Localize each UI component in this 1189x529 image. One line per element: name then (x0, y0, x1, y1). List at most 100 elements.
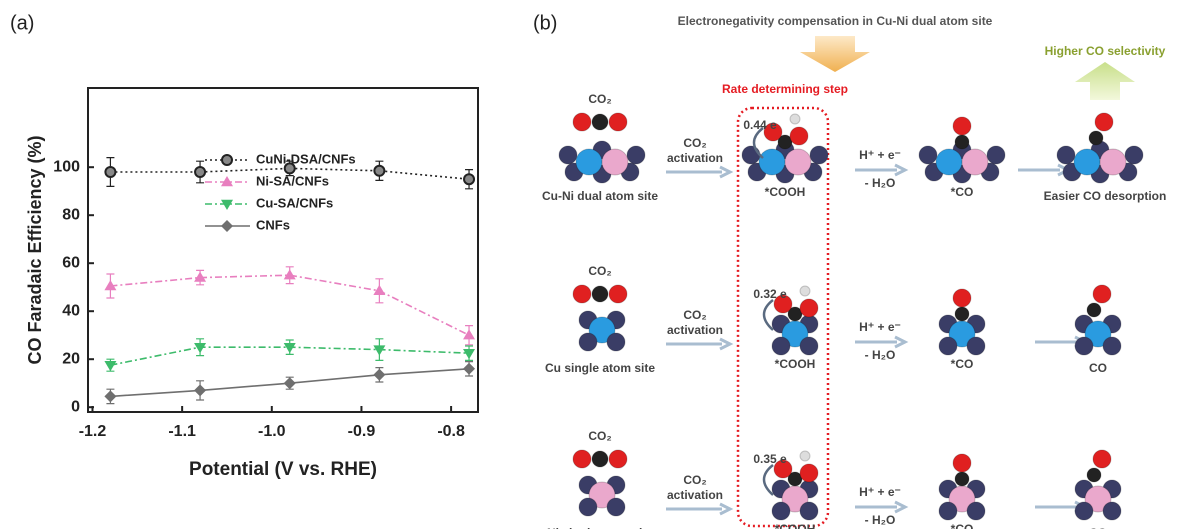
marker (194, 343, 206, 353)
atom (939, 502, 957, 520)
legend-label: Ni-SA/CNFs (256, 173, 329, 188)
site-label: Cu-Ni dual atom site (542, 189, 658, 203)
atom (592, 286, 608, 302)
diagram-header: Electronegativity compensation in Cu-Ni … (678, 14, 993, 28)
marker (463, 329, 475, 339)
rds-label: Rate determining step (722, 82, 848, 96)
atom (1057, 146, 1075, 164)
marker (463, 363, 475, 375)
plot-frame (88, 88, 478, 412)
legend-label: CNFs (256, 217, 290, 232)
atom (1093, 285, 1111, 303)
atom (1087, 468, 1101, 482)
atom (790, 127, 808, 145)
panel-label: (a) (10, 12, 34, 34)
atom (955, 135, 969, 149)
atom (1125, 146, 1143, 164)
atom (939, 337, 957, 355)
atom (936, 149, 962, 175)
flow-arrow (855, 502, 905, 512)
activation-label: activation (667, 151, 723, 165)
up-arrow (1075, 62, 1135, 100)
adsorbed-label: *CO (951, 185, 974, 199)
atom (573, 450, 591, 468)
atom (1075, 502, 1093, 520)
step-label: H⁺ + e⁻ (859, 485, 901, 499)
atom (953, 117, 971, 135)
step-label: H⁺ + e⁻ (859, 148, 901, 162)
atom (592, 114, 608, 130)
atom (592, 451, 608, 467)
activation-label: activation (667, 488, 723, 502)
atom (1103, 502, 1121, 520)
y-tick-label: 20 (62, 350, 80, 367)
marker (195, 167, 205, 177)
x-tick-label: -1.1 (168, 423, 196, 440)
atom (955, 307, 969, 321)
intermediate-label: *COOH (775, 522, 816, 529)
atom (609, 285, 627, 303)
selectivity-label: Higher CO selectivity (1045, 44, 1166, 58)
atom (1103, 337, 1121, 355)
marker (221, 220, 233, 232)
marker (284, 377, 296, 389)
atom (800, 502, 818, 520)
atom (573, 113, 591, 131)
atom (955, 472, 969, 486)
atom (1087, 303, 1101, 317)
marker (374, 166, 384, 176)
x-tick-label: -0.9 (348, 423, 376, 440)
atom (1095, 113, 1113, 131)
marker (104, 361, 116, 371)
atom (602, 149, 628, 175)
site-label: Cu single atom site (545, 361, 655, 375)
marker (463, 349, 475, 359)
atom (1093, 450, 1111, 468)
down-arrow (800, 36, 870, 72)
flow-arrow (855, 165, 905, 175)
flow-arrow (666, 504, 730, 514)
y-tick-label: 40 (62, 302, 80, 319)
reactant-label: CO₂ (588, 92, 611, 106)
marker (373, 369, 385, 381)
atom (800, 299, 818, 317)
atom (607, 333, 625, 351)
reactant-label: CO₂ (588, 264, 611, 278)
atom (772, 502, 790, 520)
atom (790, 114, 800, 124)
atom (772, 337, 790, 355)
atom (1089, 131, 1103, 145)
atom (742, 146, 760, 164)
legend-label: Cu-SA/CNFs (256, 195, 333, 210)
marker (194, 384, 206, 396)
marker (105, 167, 115, 177)
atom (962, 149, 988, 175)
marker (221, 176, 233, 186)
marker (222, 155, 232, 165)
atom (559, 146, 577, 164)
activation-label: activation (667, 323, 723, 337)
atom (627, 146, 645, 164)
atom (607, 498, 625, 516)
atom (967, 337, 985, 355)
product-label: Easier CO desorption (1044, 189, 1167, 203)
step-label: - H₂O (865, 513, 896, 527)
adsorbed-label: *CO (951, 522, 974, 529)
x-tick-label: -0.8 (437, 423, 465, 440)
charge-label: 0.44 e (743, 118, 777, 132)
figure: (a) (b) Potential (V vs. RHE) CO Faradai… (0, 0, 1189, 529)
y-axis-title: CO Faradaic Efficiency (%) (25, 135, 45, 364)
atom (987, 146, 1005, 164)
y-tick-label: 60 (62, 254, 80, 271)
marker (221, 200, 233, 210)
marker (104, 390, 116, 402)
atom (579, 498, 597, 516)
atom (573, 285, 591, 303)
marker (284, 269, 296, 279)
atom (800, 464, 818, 482)
atom (800, 451, 810, 461)
atom (800, 337, 818, 355)
flow-arrow (666, 339, 730, 349)
atom (785, 149, 811, 175)
product-label: CO (1089, 361, 1107, 375)
